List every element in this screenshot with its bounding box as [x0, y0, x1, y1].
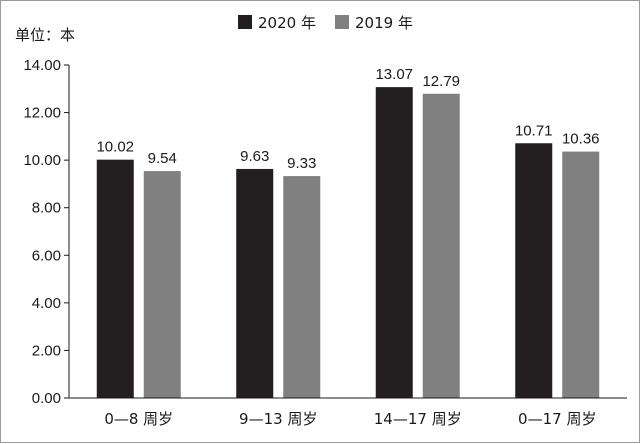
- x-tick-label: 0—8 周岁: [104, 410, 173, 428]
- bar-series2: [562, 151, 600, 398]
- data-label: 10.36: [562, 131, 600, 148]
- y-tick-label: 14.00: [23, 57, 61, 74]
- y-tick-label: 4.00: [32, 295, 61, 312]
- y-tick-label: 6.00: [32, 247, 61, 264]
- legend-swatch: [335, 15, 349, 29]
- legend-label: 2019 年: [355, 14, 413, 32]
- y-tick-label: 8.00: [32, 200, 61, 217]
- legend: 2020 年 2019 年: [238, 14, 413, 32]
- bar-series1: [515, 143, 553, 398]
- data-label: 9.63: [240, 148, 269, 165]
- bar-series2: [422, 93, 460, 399]
- bars: 10.02 9.54 9.63 9.33 13.07 12.79 10.71 10.36: [96, 66, 600, 399]
- legend-swatch: [238, 15, 252, 29]
- x-tick-label: 0—17 周岁: [518, 410, 596, 428]
- data-label: 10.02: [96, 139, 134, 156]
- data-label: 12.79: [422, 73, 460, 90]
- legend-label: 2020 年: [258, 14, 316, 32]
- unit-label: 单位：本: [15, 26, 75, 44]
- x-axis: 0—8 周岁 9—13 周岁 14—17 周岁 0—17 周岁: [69, 397, 627, 428]
- data-label: 9.54: [148, 150, 177, 167]
- data-label: 9.33: [287, 155, 316, 172]
- data-label: 13.07: [375, 66, 413, 83]
- bar-series1: [375, 87, 413, 398]
- bar-series2: [143, 171, 181, 398]
- bar-series1: [96, 159, 134, 398]
- x-tick-label: 14—17 周岁: [374, 410, 462, 428]
- bar-series1: [236, 168, 274, 398]
- bar-series2: [283, 176, 321, 398]
- x-tick-label: 9—13 周岁: [239, 410, 317, 428]
- y-tick-label: 12.00: [23, 105, 61, 122]
- data-label: 10.71: [515, 122, 553, 139]
- y-axis: 0.00 2.00 4.00 6.00 8.00 10.00 12.00 14.00: [23, 57, 70, 407]
- y-tick-label: 0.00: [32, 390, 61, 407]
- y-tick-label: 2.00: [32, 342, 61, 359]
- y-tick-label: 10.00: [23, 152, 61, 169]
